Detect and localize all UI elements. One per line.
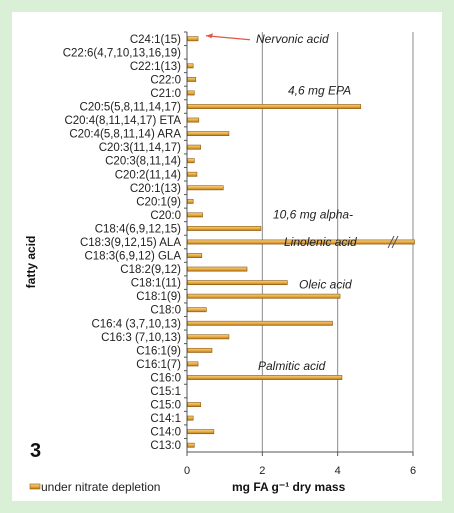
y-tick-labels: C24:1(15)C22:6(4,7,10,13,16,19) C22:1(13)…	[63, 31, 187, 452]
x-tick-label: 6	[410, 465, 416, 477]
bar	[187, 280, 288, 286]
legend-swatch	[29, 483, 41, 490]
annotation-label: Linolenic acid	[284, 235, 357, 249]
y-tick-label: C14:1	[150, 413, 181, 425]
bar	[187, 226, 262, 231]
bar	[187, 185, 224, 191]
y-tick-label: C18:0	[150, 305, 181, 317]
y-tick-label: C18:3(6,9,12) GLA	[84, 251, 181, 263]
x-axis-label: mg FA g⁻¹ dry mass	[232, 480, 346, 494]
bar	[187, 361, 199, 367]
bar	[187, 375, 343, 380]
bar	[187, 63, 194, 69]
bar	[187, 266, 248, 272]
bar	[187, 415, 194, 421]
x-tick-label: 0	[184, 465, 190, 477]
y-tick-label: C20:0	[150, 210, 181, 222]
bar	[187, 429, 215, 435]
bar	[187, 158, 195, 164]
y-tick-label: C20:5(5,8,11,14,17)	[80, 102, 182, 114]
bar	[187, 293, 341, 299]
annotation-label: Nervonic acid	[256, 32, 329, 46]
panel-number: 3	[30, 440, 41, 462]
bar	[187, 144, 201, 150]
y-tick-label: C20:3(11,14,17)	[99, 142, 181, 154]
bar	[187, 212, 203, 218]
bar	[187, 320, 333, 326]
annotation-label: Oleic acid	[299, 278, 352, 292]
y-tick-label: C20:2(11,14)	[115, 169, 181, 181]
y-tick-label: C20:1(9)	[136, 196, 181, 208]
y-tick-label: C20:1(13)	[130, 183, 181, 195]
x-tick-labels: 0 2 4 6	[184, 452, 416, 477]
bar	[187, 104, 362, 109]
annotations: Nervonic acid 4,6 mg EPA 10,6 mg alpha- Lin…	[205, 32, 357, 373]
bar	[187, 90, 195, 96]
bar	[187, 36, 199, 42]
legend-label: under nitrate depletion	[41, 480, 160, 494]
bar	[187, 347, 213, 353]
bar	[187, 442, 195, 448]
y-tick-label: C18:4(6,9,12,15)	[95, 223, 181, 235]
bar	[187, 198, 194, 204]
y-tick-label: C18:1(9)	[136, 291, 181, 303]
annotation-arrowhead	[206, 33, 213, 39]
annotation-arrow	[205, 35, 251, 41]
y-tick-label: C16:0	[150, 372, 181, 384]
annotation-label: Palmitic acid	[258, 359, 326, 373]
y-tick-label: C18:2(9,12)	[120, 264, 181, 276]
axis-break-mark	[387, 235, 395, 249]
x-tick-label: 2	[259, 465, 265, 477]
bar	[187, 171, 198, 177]
y-tick-label: C16:4 (3,7,10,13)	[91, 318, 181, 330]
y-tick-label: C16:1(7)	[136, 359, 181, 371]
y-tick-label: C21:0	[150, 88, 181, 100]
y-axis-label: fatty acid	[24, 236, 38, 289]
figure-panel	[12, 12, 442, 501]
y-tick-label: C22:6(4,7,10,13,16,19)	[63, 47, 181, 59]
y-tick-label: C15:0	[150, 400, 181, 412]
y-tick-label: C22:1(13)	[130, 61, 181, 73]
bar	[187, 334, 230, 340]
axis-break-mark	[391, 235, 399, 249]
y-tick-label: C13:0	[150, 440, 181, 452]
bar	[187, 402, 201, 407]
y-tick-label: C16:1(9)	[136, 345, 181, 357]
y-tick-label: C18:3(9,12,15) ALA	[80, 237, 181, 249]
bars	[187, 36, 415, 448]
axes	[186, 32, 413, 453]
bar	[187, 77, 197, 82]
y-tick-label: C20:4(8,11,14,17) ETA	[64, 115, 181, 127]
y-tick-label: C22:0	[150, 74, 181, 86]
x-tick-label: 4	[335, 465, 341, 477]
annotation-label: 4,6 mg EPA	[288, 84, 351, 98]
y-tick-label: C18:1(11)	[131, 278, 181, 290]
y-tick-label: C20:4(5,8,11,14) ARA	[69, 129, 181, 141]
y-tick-label: C14:0	[150, 427, 181, 439]
bar	[187, 253, 203, 258]
bar	[187, 307, 207, 313]
bar	[187, 131, 230, 137]
y-tick-label: C15:1	[150, 386, 181, 398]
y-tick-label: C16:3 (7,10,13)	[101, 332, 181, 344]
y-tick-label: C20:3(8,11,14)	[105, 156, 181, 168]
y-tick-label: C24:1(15)	[130, 34, 181, 46]
bar	[187, 117, 200, 123]
annotation-label: 10,6 mg alpha-	[273, 207, 353, 221]
